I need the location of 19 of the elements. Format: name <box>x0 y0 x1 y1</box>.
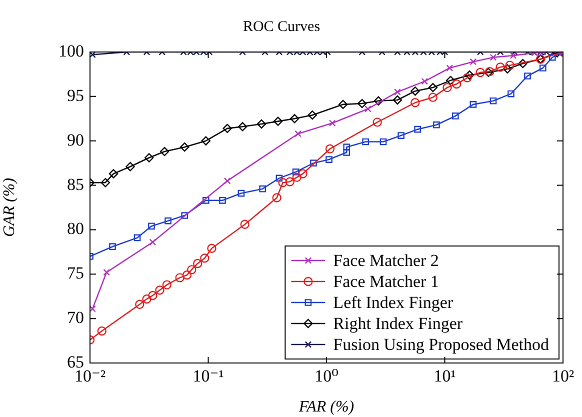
legend-label: Fusion Using Proposed Method <box>333 334 550 354</box>
y-tick-label: 85 <box>67 174 84 194</box>
legend-label: Face Matcher 2 <box>333 250 439 270</box>
legend-label: Right Index Finger <box>333 314 463 333</box>
legend-label: Left Index Finger <box>333 292 454 312</box>
x-tick-label: 10² <box>552 366 574 386</box>
x-axis-title: FAR (%) <box>298 398 354 416</box>
y-tick-label: 90 <box>67 130 84 150</box>
x-tick-label: 10¹ <box>434 366 456 386</box>
y-axis-title: GAR (%) <box>0 178 18 238</box>
chart-title: ROC Curves <box>242 18 320 35</box>
y-tick-label: 95 <box>67 86 84 105</box>
y-tick-label: 75 <box>67 264 84 283</box>
x-tick-label: 10⁰ <box>314 366 339 386</box>
legend-label: Face Matcher 1 <box>333 272 439 291</box>
y-tick-label: 80 <box>67 219 84 238</box>
y-tick-label: 70 <box>67 308 84 328</box>
y-tick-label: 100 <box>58 41 84 60</box>
x-tick-label: 10⁻¹ <box>192 366 224 386</box>
